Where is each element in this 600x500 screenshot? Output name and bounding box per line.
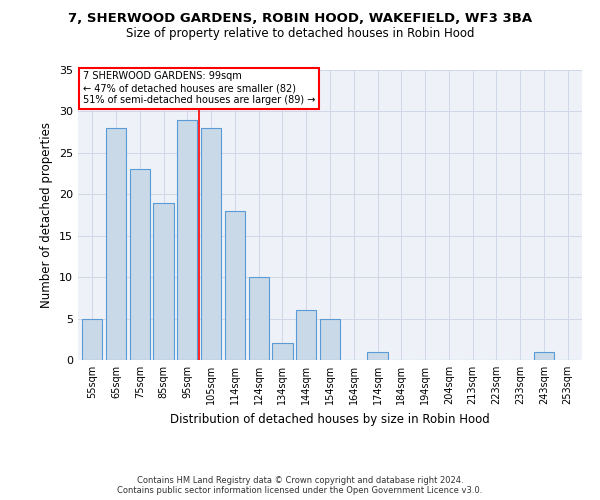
- Bar: [272, 344, 293, 360]
- Y-axis label: Number of detached properties: Number of detached properties: [40, 122, 53, 308]
- Bar: [225, 211, 245, 360]
- Bar: [154, 202, 173, 360]
- Bar: [177, 120, 197, 360]
- Bar: [130, 170, 150, 360]
- Bar: [534, 352, 554, 360]
- Bar: [248, 277, 269, 360]
- Bar: [296, 310, 316, 360]
- Bar: [367, 352, 388, 360]
- Text: 7 SHERWOOD GARDENS: 99sqm
← 47% of detached houses are smaller (82)
51% of semi-: 7 SHERWOOD GARDENS: 99sqm ← 47% of detac…: [83, 72, 316, 104]
- Text: Contains HM Land Registry data © Crown copyright and database right 2024.
Contai: Contains HM Land Registry data © Crown c…: [118, 476, 482, 495]
- Text: 7, SHERWOOD GARDENS, ROBIN HOOD, WAKEFIELD, WF3 3BA: 7, SHERWOOD GARDENS, ROBIN HOOD, WAKEFIE…: [68, 12, 532, 26]
- Bar: [82, 318, 103, 360]
- Bar: [320, 318, 340, 360]
- Bar: [106, 128, 126, 360]
- Bar: [201, 128, 221, 360]
- Text: Size of property relative to detached houses in Robin Hood: Size of property relative to detached ho…: [126, 28, 474, 40]
- X-axis label: Distribution of detached houses by size in Robin Hood: Distribution of detached houses by size …: [170, 412, 490, 426]
